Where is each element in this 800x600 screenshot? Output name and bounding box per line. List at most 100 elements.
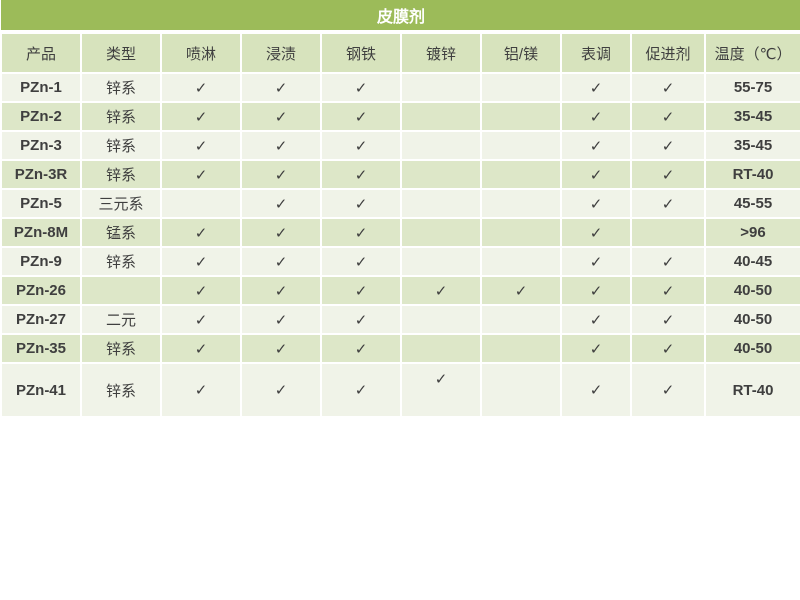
table-body: PZn-1 锌系 ✓ ✓ ✓ ✓ ✓ 55-75 PZn-2 锌系 ✓ ✓ ✓ ✓ ✓ 35-45 PZn-3 锌… — [0, 72, 800, 418]
check-cell: ✓ — [630, 159, 706, 190]
check-cell: ✓ — [560, 130, 632, 161]
product-cell: PZn-35 — [0, 333, 82, 364]
table-row: PZn-41 锌系 ✓ ✓ ✓ ✓ ✓ ✓ RT-40 — [0, 362, 800, 418]
check-cell: ✓ — [630, 275, 706, 306]
temperature-cell: 40-50 — [703, 275, 800, 306]
table-cell: 锌系 — [80, 362, 162, 418]
table-cell: 锌系 — [80, 246, 162, 277]
table-title-row: 皮膜剂 — [1, 0, 800, 34]
temperature-cell: 40-50 — [703, 333, 800, 364]
table-cell — [480, 246, 562, 277]
check-cell: ✓ — [320, 304, 402, 335]
table-row: PZn-3R 锌系 ✓ ✓ ✓ ✓ ✓ RT-40 — [0, 159, 800, 190]
check-cell: ✓ — [630, 362, 706, 418]
table-row: PZn-27 二元 ✓ ✓ ✓ ✓ ✓ 40-50 — [0, 304, 800, 335]
table-cell: 锌系 — [80, 333, 162, 364]
check-cell: ✓ — [630, 130, 706, 161]
table-cell — [480, 304, 562, 335]
check-cell: ✓ — [320, 333, 402, 364]
check-cell: ✓ — [320, 188, 402, 219]
table-row: PZn-2 锌系 ✓ ✓ ✓ ✓ ✓ 35-45 — [0, 101, 800, 132]
check-cell: ✓ — [320, 362, 402, 418]
check-cell: ✓ — [560, 362, 632, 418]
temperature-cell: 35-45 — [703, 101, 800, 132]
check-cell: ✓ — [240, 72, 322, 103]
temperature-cell: 45-55 — [703, 188, 800, 219]
table-cell — [80, 275, 162, 306]
table-title: 皮膜剂 — [1, 0, 800, 34]
column-header-8: 表调 — [560, 31, 632, 74]
table-cell — [480, 333, 562, 364]
check-cell: ✓ — [160, 246, 242, 277]
check-cell: ✓ — [400, 362, 482, 418]
check-cell: ✓ — [160, 333, 242, 364]
check-cell: ✓ — [630, 101, 706, 132]
column-header-1: 产品 — [0, 31, 82, 74]
column-header-5: 钢铁 — [320, 31, 402, 74]
check-cell: ✓ — [240, 217, 322, 248]
column-header-6: 镀锌 — [400, 31, 482, 74]
temperature-cell: 40-45 — [703, 246, 800, 277]
table-cell — [400, 188, 482, 219]
check-cell: ✓ — [560, 275, 632, 306]
table-cell: 锌系 — [80, 101, 162, 132]
check-cell: ✓ — [240, 101, 322, 132]
table-cell: 锌系 — [80, 130, 162, 161]
check-cell: ✓ — [240, 159, 322, 190]
check-cell: ✓ — [630, 304, 706, 335]
check-cell: ✓ — [240, 130, 322, 161]
temperature-cell: RT-40 — [703, 159, 800, 190]
check-cell: ✓ — [320, 159, 402, 190]
table-cell — [480, 101, 562, 132]
column-header-7: 铝/镁 — [480, 31, 562, 74]
check-cell: ✓ — [630, 333, 706, 364]
table-cell — [480, 130, 562, 161]
check-cell: ✓ — [630, 188, 706, 219]
table-cell: 锌系 — [80, 159, 162, 190]
temperature-cell: 40-50 — [703, 304, 800, 335]
check-cell: ✓ — [160, 72, 242, 103]
check-cell: ✓ — [320, 101, 402, 132]
check-cell: ✓ — [320, 72, 402, 103]
table-cell — [400, 101, 482, 132]
product-cell: PZn-9 — [0, 246, 82, 277]
check-cell: ✓ — [160, 362, 242, 418]
product-cell: PZn-27 — [0, 304, 82, 335]
table-cell — [400, 246, 482, 277]
check-cell: ✓ — [320, 130, 402, 161]
table-cell — [480, 188, 562, 219]
check-cell: ✓ — [240, 188, 322, 219]
check-cell: ✓ — [160, 217, 242, 248]
table-cell — [480, 362, 562, 418]
check-cell: ✓ — [560, 159, 632, 190]
table-cell: 二元 — [80, 304, 162, 335]
product-cell: PZn-2 — [0, 101, 82, 132]
table-row: PZn-8M 锰系 ✓ ✓ ✓ ✓ >96 — [0, 217, 800, 248]
check-cell: ✓ — [240, 246, 322, 277]
product-cell: PZn-3R — [0, 159, 82, 190]
column-header-9: 促进剂 — [630, 31, 706, 74]
table-row: PZn-3 锌系 ✓ ✓ ✓ ✓ ✓ 35-45 — [0, 130, 800, 161]
check-cell: ✓ — [630, 246, 706, 277]
table-header-row: 产品 类型 喷淋 浸渍 钢铁 镀锌 铝/镁 表调 促进剂 温度（℃） — [0, 31, 800, 74]
column-header-10: 温度（℃） — [703, 31, 800, 74]
check-cell: ✓ — [560, 101, 632, 132]
check-cell: ✓ — [320, 217, 402, 248]
check-cell: ✓ — [320, 275, 402, 306]
check-cell: ✓ — [560, 217, 632, 248]
temperature-cell: >96 — [703, 217, 800, 248]
temperature-cell: RT-40 — [703, 362, 800, 418]
temperature-cell: 55-75 — [703, 72, 800, 103]
table-row: PZn-1 锌系 ✓ ✓ ✓ ✓ ✓ 55-75 — [0, 72, 800, 103]
table-cell — [480, 159, 562, 190]
column-header-2: 类型 — [80, 31, 162, 74]
check-cell: ✓ — [560, 304, 632, 335]
check-cell: ✓ — [240, 304, 322, 335]
check-cell: ✓ — [630, 72, 706, 103]
product-cell: PZn-5 — [0, 188, 82, 219]
column-header-3: 喷淋 — [160, 31, 242, 74]
product-cell: PZn-41 — [0, 362, 82, 418]
table-cell — [480, 217, 562, 248]
product-cell: PZn-3 — [0, 130, 82, 161]
